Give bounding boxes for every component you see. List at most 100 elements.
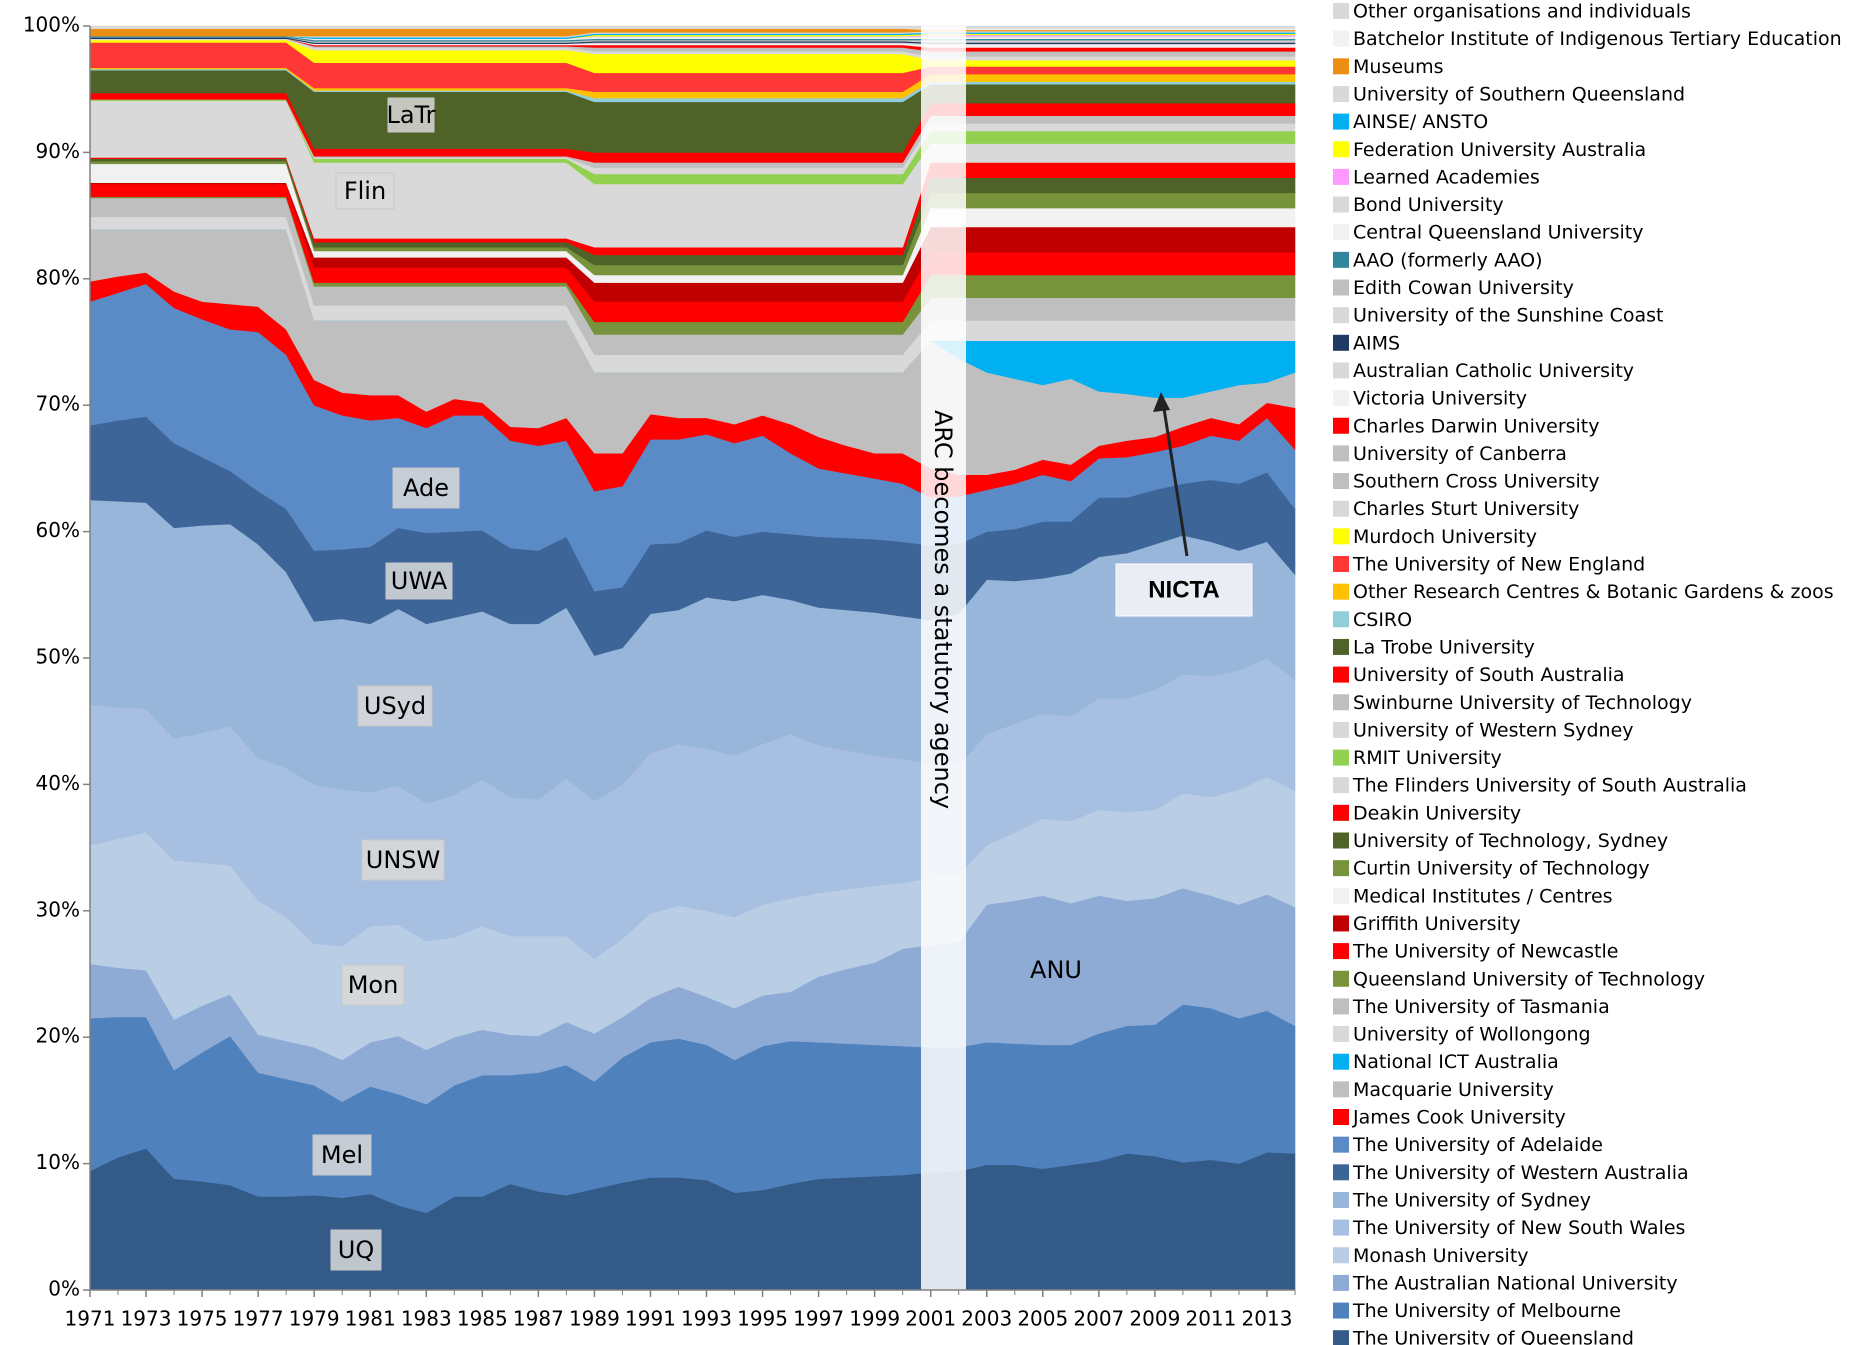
legend-swatch xyxy=(1333,224,1349,241)
legend-label: University of Technology, Sydney xyxy=(1353,830,1668,852)
legend-label: The Australian National University xyxy=(1352,1272,1678,1294)
legend-swatch xyxy=(1333,1081,1349,1098)
x-tick-label: 1983 xyxy=(401,1307,452,1331)
legend-swatch xyxy=(1333,334,1349,351)
legend-swatch xyxy=(1333,1164,1349,1181)
legend-label: The University of Newcastle xyxy=(1352,941,1618,963)
legend-swatch xyxy=(1333,196,1349,213)
legend-label: University of Wollongong xyxy=(1353,1024,1591,1046)
legend-label: Learned Academies xyxy=(1353,166,1540,188)
y-tick-label: 90% xyxy=(36,139,80,163)
legend-label: AIMS xyxy=(1353,332,1400,354)
area xyxy=(89,25,1296,29)
annotation-box xyxy=(341,964,405,1006)
legend-label: James Cook University xyxy=(1352,1107,1566,1129)
x-tick-label: 2003 xyxy=(961,1307,1012,1331)
legend-swatch xyxy=(1333,1191,1349,1208)
legend-swatch xyxy=(1333,168,1349,185)
legend-swatch xyxy=(1333,417,1349,434)
legend-swatch xyxy=(1333,1026,1349,1043)
annotation: ANU xyxy=(1030,956,1082,984)
x-tick-label: 2007 xyxy=(1073,1307,1124,1331)
legend-label: AINSE/ ANSTO xyxy=(1353,111,1488,133)
legend-label: Museums xyxy=(1353,56,1443,78)
legend-swatch xyxy=(1333,666,1349,683)
legend-swatch xyxy=(1333,30,1349,47)
legend-label: Other organisations and individuals xyxy=(1353,1,1691,23)
legend-label: Griffith University xyxy=(1353,913,1521,935)
x-tick-label: 1999 xyxy=(849,1307,900,1331)
legend-label: Medical Institutes / Centres xyxy=(1353,885,1613,907)
legend-swatch xyxy=(1333,279,1349,296)
x-tick-label: 1977 xyxy=(233,1307,284,1331)
legend-swatch xyxy=(1333,85,1349,102)
legend-swatch xyxy=(1333,445,1349,462)
x-tick-label: 1995 xyxy=(737,1307,788,1331)
plot-area xyxy=(89,25,1296,1291)
legend-swatch xyxy=(1333,749,1349,766)
legend-label: Charles Darwin University xyxy=(1353,415,1600,437)
x-tick-label: 2009 xyxy=(1129,1307,1180,1331)
legend-label: Deakin University xyxy=(1353,802,1521,824)
legend-swatch xyxy=(1333,638,1349,655)
legend-swatch xyxy=(1333,694,1349,711)
annotation: LaTr xyxy=(386,101,435,129)
legend-label: University of the Sunshine Coast xyxy=(1353,305,1663,327)
legend-label: Charles Sturt University xyxy=(1353,498,1579,520)
legend-label: The University of Melbourne xyxy=(1352,1300,1621,1322)
legend-swatch xyxy=(1333,804,1349,821)
annotation: UWA xyxy=(391,567,448,595)
y-tick-label: 70% xyxy=(36,392,80,416)
x-tick-label: 1993 xyxy=(681,1307,732,1331)
legend-swatch xyxy=(1333,500,1349,517)
legend-label: Edith Cowan University xyxy=(1353,277,1574,299)
legend-label: National ICT Australia xyxy=(1353,1051,1559,1073)
legend-label: AAO (formerly AAO) xyxy=(1353,249,1543,271)
legend-swatch xyxy=(1333,1109,1349,1125)
legend-label: University of Southern Queensland xyxy=(1353,83,1685,105)
legend-swatch xyxy=(1333,58,1349,75)
y-tick-label: 50% xyxy=(36,645,80,669)
x-tick-label: 1971 xyxy=(65,1307,116,1331)
annotation-box xyxy=(335,172,395,210)
legend-label: Murdoch University xyxy=(1353,526,1537,548)
legend-label: University of Western Sydney xyxy=(1353,719,1634,741)
annotation: Mon xyxy=(348,971,399,999)
annotation: UQ xyxy=(338,1236,374,1264)
legend-swatch xyxy=(1333,611,1349,628)
annotation-box xyxy=(330,1229,382,1271)
annotation-box xyxy=(392,467,460,509)
x-tick-label: 2001 xyxy=(905,1307,956,1331)
y-tick-label: 30% xyxy=(36,897,80,921)
legend-label: Macquarie University xyxy=(1353,1079,1554,1101)
legend-label: The University of New South Wales xyxy=(1352,1217,1685,1239)
legend-swatch xyxy=(1333,1274,1349,1291)
legend-label: The Flinders University of South Austral… xyxy=(1352,775,1747,797)
legend-label: Federation University Australia xyxy=(1353,139,1646,161)
legend-swatch xyxy=(1333,943,1349,960)
legend-swatch xyxy=(1333,3,1349,19)
legend-swatch xyxy=(1333,721,1349,738)
annotation-box xyxy=(357,685,433,727)
annotation: USyd xyxy=(364,692,426,720)
legend-label: Bond University xyxy=(1353,194,1504,216)
legend-swatch xyxy=(1333,887,1349,904)
legend-label: RMIT University xyxy=(1353,747,1502,769)
legend-label: La Trobe University xyxy=(1353,636,1535,658)
x-tick-label: 1973 xyxy=(121,1307,172,1331)
legend-swatch xyxy=(1333,1053,1349,1070)
legend-label: Swinburne University of Technology xyxy=(1353,692,1692,714)
annotation: Mel xyxy=(321,1141,363,1169)
annotation: Flin xyxy=(344,177,386,205)
legend-label: The University of Western Australia xyxy=(1352,1162,1689,1184)
x-tick-label: 1981 xyxy=(345,1307,396,1331)
annotation-box xyxy=(385,562,453,600)
legend-swatch xyxy=(1333,362,1349,379)
legend-label: The University of Sydney xyxy=(1352,1189,1591,1211)
legend-swatch xyxy=(1333,1330,1349,1345)
legend-swatch xyxy=(1333,141,1349,158)
annotation: ARC becomes a statutory agency xyxy=(929,410,957,809)
y-tick-label: 0% xyxy=(48,1277,80,1301)
legend-swatch xyxy=(1333,860,1349,877)
legend-swatch xyxy=(1333,998,1349,1015)
